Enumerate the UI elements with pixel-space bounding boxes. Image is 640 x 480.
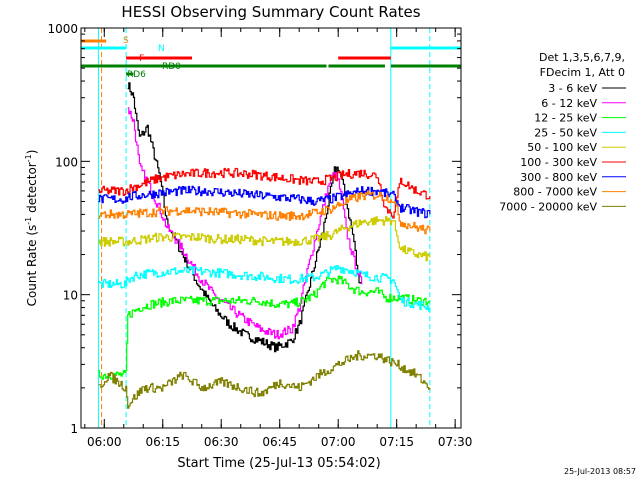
y-tick-label: 1 — [70, 422, 78, 436]
x-tick-label: 06:30 — [204, 435, 239, 449]
flag-bar-label: S — [123, 36, 129, 46]
x-tick-label: 06:45 — [262, 435, 297, 449]
flag-bar-label: N — [158, 44, 165, 54]
flag-bar-label: F — [139, 54, 144, 64]
legend-entry-label: 100 - 300 keV — [520, 156, 597, 169]
series-line — [98, 275, 431, 380]
legend-entry-label: 7000 - 20000 keV — [499, 200, 597, 213]
legend-header-line-1: Det 1,3,5,6,7,9, — [539, 51, 625, 64]
x-tick-label: 07:00 — [321, 435, 356, 449]
legend-header-line-2: FDecim 1, Att 0 — [540, 66, 625, 79]
legend-entry-label: 6 - 12 keV — [541, 97, 597, 110]
y-tick-label: 1000 — [47, 22, 78, 36]
x-tick-label: 06:00 — [87, 435, 122, 449]
x-tick-label: 07:15 — [379, 435, 414, 449]
flag-bar-label: RD6 — [127, 70, 146, 80]
y-tick-label: 10 — [63, 289, 78, 303]
legend-entry-label: 3 - 6 keV — [548, 82, 597, 95]
x-axis-label: Start Time (25-Jul-13 05:54:02) — [177, 456, 380, 471]
series-line — [98, 167, 431, 219]
flag-bar-label: RD0 — [162, 62, 181, 72]
series-line — [98, 216, 431, 262]
timestamp: 25-Jul-2013 08:57 — [564, 467, 636, 476]
legend-entry-label: 25 - 50 keV — [534, 126, 597, 139]
series-line — [98, 185, 431, 219]
series-line — [127, 82, 363, 353]
plot-frame — [80, 27, 462, 429]
legend-entry-label: 50 - 100 keV — [527, 141, 597, 154]
legend-entry-label: 300 - 800 keV — [520, 171, 597, 184]
series-line — [98, 265, 431, 312]
series-line — [98, 190, 431, 235]
chart-title: HESSI Observing Summary Count Rates — [121, 3, 420, 21]
series-line — [127, 107, 363, 340]
y-axis-label: Count Rate (s-1 detector-1) — [24, 150, 39, 307]
y-tick-label: 100 — [55, 155, 78, 169]
legend-entry-label: 12 - 25 keV — [534, 112, 597, 125]
series-line — [98, 350, 431, 409]
x-tick-label: 07:30 — [438, 435, 473, 449]
x-tick-label: 06:15 — [145, 435, 180, 449]
legend-entry-label: 800 - 7000 keV — [513, 186, 597, 199]
